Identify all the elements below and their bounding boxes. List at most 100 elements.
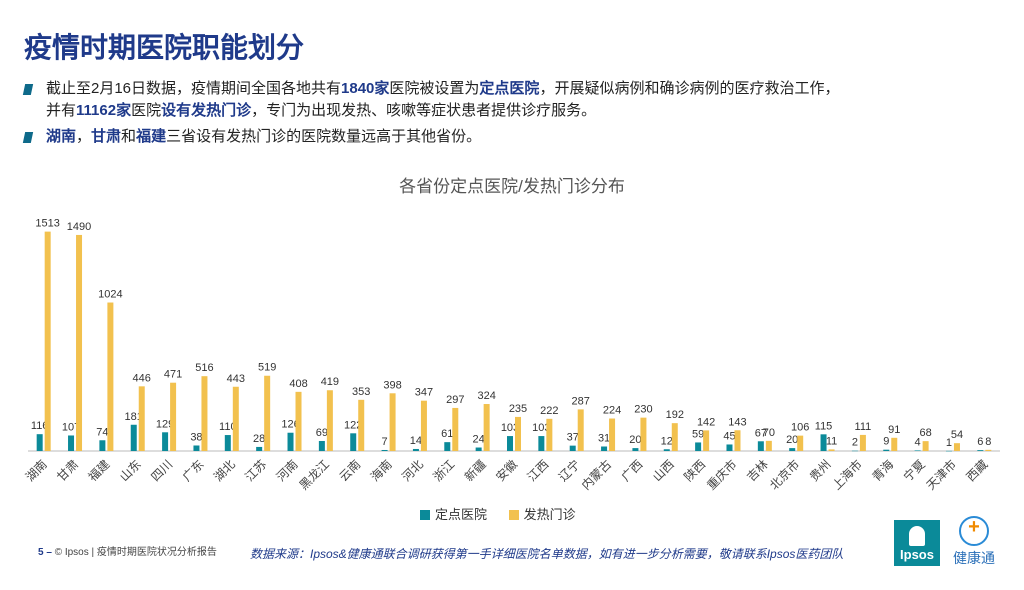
- label-designated-26: 2: [852, 437, 858, 449]
- bar-designated-26: [851, 450, 858, 452]
- label-fever-10: 353: [352, 386, 370, 398]
- bar-fever-25: [828, 449, 835, 451]
- bar-designated-0: [36, 434, 43, 451]
- label-designated-7: 28: [253, 433, 265, 445]
- bar-fever-14: [483, 404, 490, 451]
- label-fever-2: 1024: [98, 289, 122, 301]
- bar-fever-6: [232, 386, 239, 451]
- bar-fever-3: [138, 386, 145, 451]
- label-fever-1: 1490: [67, 221, 91, 233]
- bullet-point-2: 湖南，甘肃和福建三省设有发热门诊的医院数量远高于其他省份。: [22, 126, 986, 148]
- bar-designated-5: [193, 445, 200, 451]
- x-tick-label-23: 吉林: [744, 457, 771, 484]
- label-designated-5: 38: [190, 431, 202, 443]
- label-designated-17: 37: [567, 432, 579, 444]
- label-fever-14: 324: [477, 390, 495, 402]
- x-tick-label-27: 青海: [869, 457, 897, 485]
- bar-designated-16: [538, 436, 545, 451]
- bar-fever-30: [985, 449, 992, 451]
- bar-designated-9: [318, 440, 325, 451]
- bullet-marker-icon: [22, 132, 34, 143]
- bullet-marker-icon: [22, 84, 34, 95]
- label-fever-19: 230: [634, 404, 652, 416]
- x-tick-label-30: 西藏: [964, 457, 991, 484]
- label-fever-13: 297: [446, 394, 464, 406]
- x-tick-label-3: 山东: [117, 457, 144, 484]
- bar-designated-11: [381, 449, 388, 451]
- label-fever-24: 106: [791, 422, 809, 434]
- bar-fever-1: [76, 234, 83, 451]
- x-tick-label-8: 河南: [273, 457, 301, 485]
- label-fever-30: 8: [985, 436, 991, 448]
- page-title: 疫情时期医院职能划分: [24, 32, 305, 63]
- label-fever-17: 287: [572, 395, 590, 407]
- bar-fever-8: [295, 391, 302, 451]
- bar-fever-24: [797, 435, 804, 451]
- label-designated-2: 74: [96, 426, 108, 438]
- legend-swatch-designated: [420, 510, 430, 520]
- bar-fever-9: [326, 390, 333, 451]
- x-tick-label-1: 甘肃: [54, 457, 81, 484]
- x-tick-label-24: 北京市: [766, 457, 802, 493]
- bullet-point-1: 截止至2月16日数据，疫情期间全国各地共有1840家医院被设置为定点医院，开展疑…: [22, 78, 986, 122]
- x-tick-label-4: 四川: [148, 457, 175, 484]
- label-designated-12: 14: [410, 435, 422, 447]
- bar-designated-3: [130, 424, 137, 451]
- label-designated-16: 103: [532, 422, 550, 434]
- label-designated-0: 116: [31, 420, 49, 432]
- x-tick-label-16: 江西: [525, 457, 552, 484]
- x-tick-label-22: 重庆市: [704, 457, 740, 493]
- bar-fever-26: [859, 434, 866, 451]
- label-fever-12: 347: [415, 387, 433, 399]
- label-fever-25: 11: [826, 435, 837, 447]
- label-designated-13: 61: [441, 428, 453, 440]
- bar-fever-27: [891, 437, 898, 451]
- label-fever-16: 222: [540, 405, 558, 417]
- label-designated-1: 107: [62, 421, 80, 433]
- bar-designated-13: [444, 442, 451, 451]
- label-designated-9: 69: [316, 427, 328, 439]
- bar-designated-22: [726, 444, 733, 451]
- bar-fever-16: [546, 418, 553, 451]
- label-designated-21: 59: [692, 428, 704, 440]
- label-fever-27: 91: [888, 424, 900, 436]
- label-designated-11: 7: [382, 436, 388, 448]
- label-designated-29: 1: [946, 437, 952, 449]
- x-tick-label-21: 陕西: [681, 457, 709, 485]
- bar-fever-10: [358, 399, 365, 451]
- label-fever-22: 143: [728, 416, 746, 428]
- bar-fever-23: [765, 440, 772, 451]
- page-number: 5 –: [38, 547, 52, 558]
- label-designated-25: 115: [815, 420, 833, 432]
- label-fever-6: 443: [227, 373, 245, 385]
- label-designated-30: 6: [977, 436, 983, 448]
- x-tick-label-25: 贵州: [807, 457, 834, 484]
- label-fever-8: 408: [289, 378, 307, 390]
- bar-fever-2: [107, 302, 114, 451]
- bar-designated-29: [945, 450, 952, 452]
- label-designated-27: 9: [883, 436, 889, 448]
- label-designated-22: 45: [723, 430, 735, 442]
- bar-fever-13: [452, 407, 459, 451]
- x-tick-label-5: 广东: [180, 457, 207, 484]
- bar-designated-27: [883, 449, 890, 451]
- jiankangtong-logo: 健康通: [946, 516, 1002, 566]
- x-tick-label-20: 山西: [650, 457, 677, 484]
- bar-fever-28: [922, 441, 929, 451]
- label-designated-10: 122: [344, 419, 362, 431]
- bar-fever-0: [44, 231, 51, 451]
- legend-item-designated: 定点医院: [420, 504, 487, 523]
- bar-designated-21: [695, 442, 702, 451]
- x-tick-label-14: 新疆: [461, 457, 489, 485]
- bar-fever-11: [389, 393, 396, 451]
- bar-fever-20: [671, 423, 678, 451]
- label-designated-4: 129: [156, 418, 174, 430]
- bar-designated-18: [601, 446, 608, 451]
- bar-chart: 1161513湖南1071490甘肃741024福建181446山东129471…: [22, 218, 1000, 493]
- x-tick-label-28: 宁夏: [900, 457, 928, 485]
- bar-designated-1: [68, 435, 75, 451]
- legend-swatch-fever: [508, 510, 519, 520]
- x-tick-label-12: 河北: [399, 457, 426, 484]
- bar-fever-19: [640, 417, 647, 451]
- label-designated-19: 20: [629, 434, 641, 446]
